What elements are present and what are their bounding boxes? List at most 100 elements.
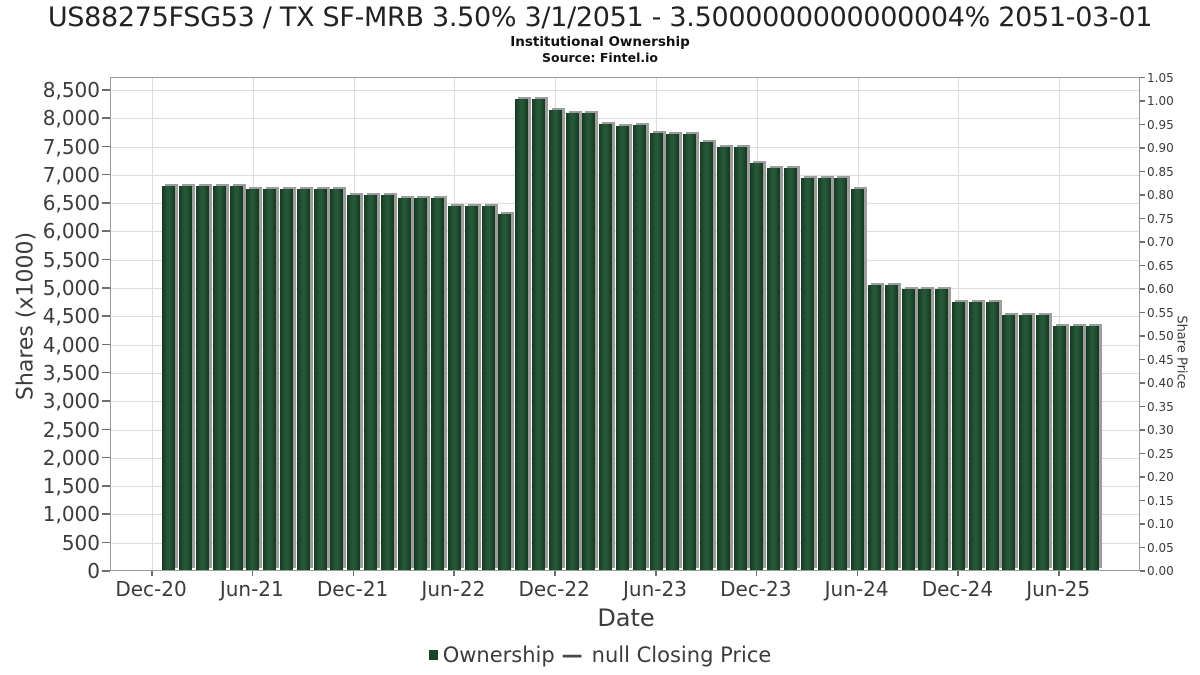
ownership-bar[interactable] bbox=[851, 189, 865, 570]
x-axis-tick bbox=[554, 571, 556, 576]
ownership-bar[interactable] bbox=[867, 285, 881, 570]
right-axis-tick-label: 0.75 bbox=[1147, 211, 1174, 226]
y-axis-tick-label: 7,500 bbox=[42, 134, 100, 159]
ownership-bar[interactable] bbox=[431, 198, 445, 570]
ownership-bar[interactable] bbox=[212, 186, 226, 570]
ownership-bar[interactable] bbox=[750, 163, 764, 570]
ownership-bar[interactable] bbox=[1069, 326, 1083, 570]
ownership-bar[interactable] bbox=[683, 134, 697, 570]
right-axis-tick bbox=[1140, 546, 1145, 548]
right-axis-tick bbox=[1140, 499, 1145, 501]
y-axis-tick bbox=[102, 541, 110, 544]
ownership-bar[interactable] bbox=[565, 113, 579, 570]
ownership-bar[interactable] bbox=[951, 302, 965, 570]
ownership-bar[interactable] bbox=[985, 302, 999, 570]
ownership-bar[interactable] bbox=[347, 195, 361, 570]
right-axis-tick bbox=[1140, 76, 1145, 79]
ownership-bar[interactable] bbox=[481, 206, 495, 570]
ownership-bar[interactable] bbox=[464, 206, 478, 570]
x-axis-tick-label: Jun-21 bbox=[219, 577, 284, 601]
y-axis-tick bbox=[102, 145, 110, 148]
right-axis-tick-label: 0.25 bbox=[1147, 446, 1174, 461]
ownership-bar[interactable] bbox=[363, 195, 377, 570]
y-axis-tick-label: 8,000 bbox=[42, 106, 100, 131]
y-axis-tick bbox=[102, 173, 110, 176]
y-axis-tick-label: 1,000 bbox=[42, 502, 100, 527]
y-axis-tick-label: 1,500 bbox=[42, 474, 100, 499]
right-axis-tick bbox=[1140, 405, 1145, 408]
ownership-bar[interactable] bbox=[1002, 315, 1016, 570]
ownership-bar[interactable] bbox=[834, 178, 848, 570]
right-axis-tick bbox=[1140, 358, 1145, 361]
x-axis-tick bbox=[251, 571, 254, 576]
right-axis-tick bbox=[1140, 264, 1145, 267]
ownership-bar[interactable] bbox=[632, 125, 646, 570]
chart-subtitle: Institutional Ownership bbox=[510, 34, 690, 50]
y-axis-tick-label: 6,500 bbox=[42, 191, 100, 216]
ownership-bar[interactable] bbox=[767, 168, 781, 570]
y-axis-tick bbox=[102, 371, 110, 374]
y-axis-tick bbox=[102, 202, 110, 204]
ownership-bar[interactable] bbox=[615, 126, 629, 570]
ownership-bar[interactable] bbox=[179, 186, 193, 570]
ownership-bar[interactable] bbox=[397, 198, 411, 570]
ownership-bar[interactable] bbox=[649, 133, 663, 570]
right-axis-tick-label: 0.30 bbox=[1147, 423, 1174, 438]
ownership-bar[interactable] bbox=[1086, 326, 1100, 570]
right-axis-tick-label: 0.85 bbox=[1147, 164, 1174, 179]
ownership-bar[interactable] bbox=[162, 186, 176, 570]
right-axis-tick-label: 0.35 bbox=[1147, 399, 1174, 414]
ownership-bar[interactable] bbox=[246, 189, 260, 570]
y-axis-label-share-price: Share Price bbox=[1173, 315, 1189, 389]
right-axis-tick-label: 0.45 bbox=[1147, 352, 1174, 367]
right-axis-tick-label: 0.80 bbox=[1147, 188, 1174, 203]
ownership-bar[interactable] bbox=[263, 189, 277, 570]
right-axis-tick bbox=[1140, 335, 1145, 337]
ownership-bar[interactable] bbox=[935, 289, 949, 570]
right-axis-tick-label: 0.55 bbox=[1147, 305, 1174, 320]
ownership-bar[interactable] bbox=[380, 195, 394, 570]
ownership-bar[interactable] bbox=[330, 189, 344, 570]
h-gridline bbox=[111, 118, 1139, 120]
plot-area bbox=[110, 77, 1140, 571]
ownership-bar[interactable] bbox=[901, 289, 915, 570]
ownership-bar[interactable] bbox=[195, 186, 209, 570]
ownership-bar[interactable] bbox=[800, 178, 814, 570]
ownership-bar[interactable] bbox=[582, 113, 596, 570]
ownership-bar[interactable] bbox=[699, 142, 713, 570]
ownership-bar[interactable] bbox=[884, 285, 898, 570]
ownership-bar[interactable] bbox=[716, 147, 730, 570]
ownership-bar[interactable] bbox=[515, 99, 529, 570]
ownership-bar[interactable] bbox=[968, 302, 982, 570]
closing-price-line-marker-icon: — bbox=[561, 643, 583, 667]
ownership-bar[interactable] bbox=[1019, 315, 1033, 570]
ownership-bar[interactable] bbox=[498, 214, 512, 570]
ownership-bar[interactable] bbox=[918, 289, 932, 570]
y-axis-tick-label: 500 bbox=[61, 530, 100, 555]
x-axis-tick bbox=[453, 571, 455, 576]
ownership-bar[interactable] bbox=[313, 189, 327, 570]
y-axis-tick bbox=[102, 258, 110, 261]
right-axis-tick bbox=[1140, 429, 1145, 431]
ownership-bar[interactable] bbox=[414, 198, 428, 570]
ownership-bar[interactable] bbox=[447, 206, 461, 570]
ownership-bar[interactable] bbox=[817, 178, 831, 570]
x-axis-tick-label: Jun-25 bbox=[1026, 577, 1091, 601]
ownership-bar[interactable] bbox=[666, 134, 680, 570]
ownership-bar[interactable] bbox=[296, 189, 310, 570]
ownership-legend-swatch-icon bbox=[428, 650, 438, 660]
ownership-bar[interactable] bbox=[1035, 315, 1049, 570]
y-axis-tick-label: 5,000 bbox=[42, 276, 100, 301]
x-axis-tick bbox=[655, 571, 657, 576]
y-axis-tick bbox=[102, 287, 110, 289]
ownership-bar[interactable] bbox=[733, 147, 747, 570]
ownership-bar[interactable] bbox=[531, 99, 545, 570]
ownership-bar[interactable] bbox=[279, 189, 293, 570]
ownership-bar[interactable] bbox=[1052, 326, 1066, 570]
ownership-bar[interactable] bbox=[783, 168, 797, 570]
x-axis-label-date: Date bbox=[597, 604, 655, 632]
ownership-bar[interactable] bbox=[229, 186, 243, 570]
ownership-bar[interactable] bbox=[599, 124, 613, 570]
legend: Ownership — null Closing Price bbox=[0, 643, 1200, 667]
ownership-bar[interactable] bbox=[548, 110, 562, 570]
